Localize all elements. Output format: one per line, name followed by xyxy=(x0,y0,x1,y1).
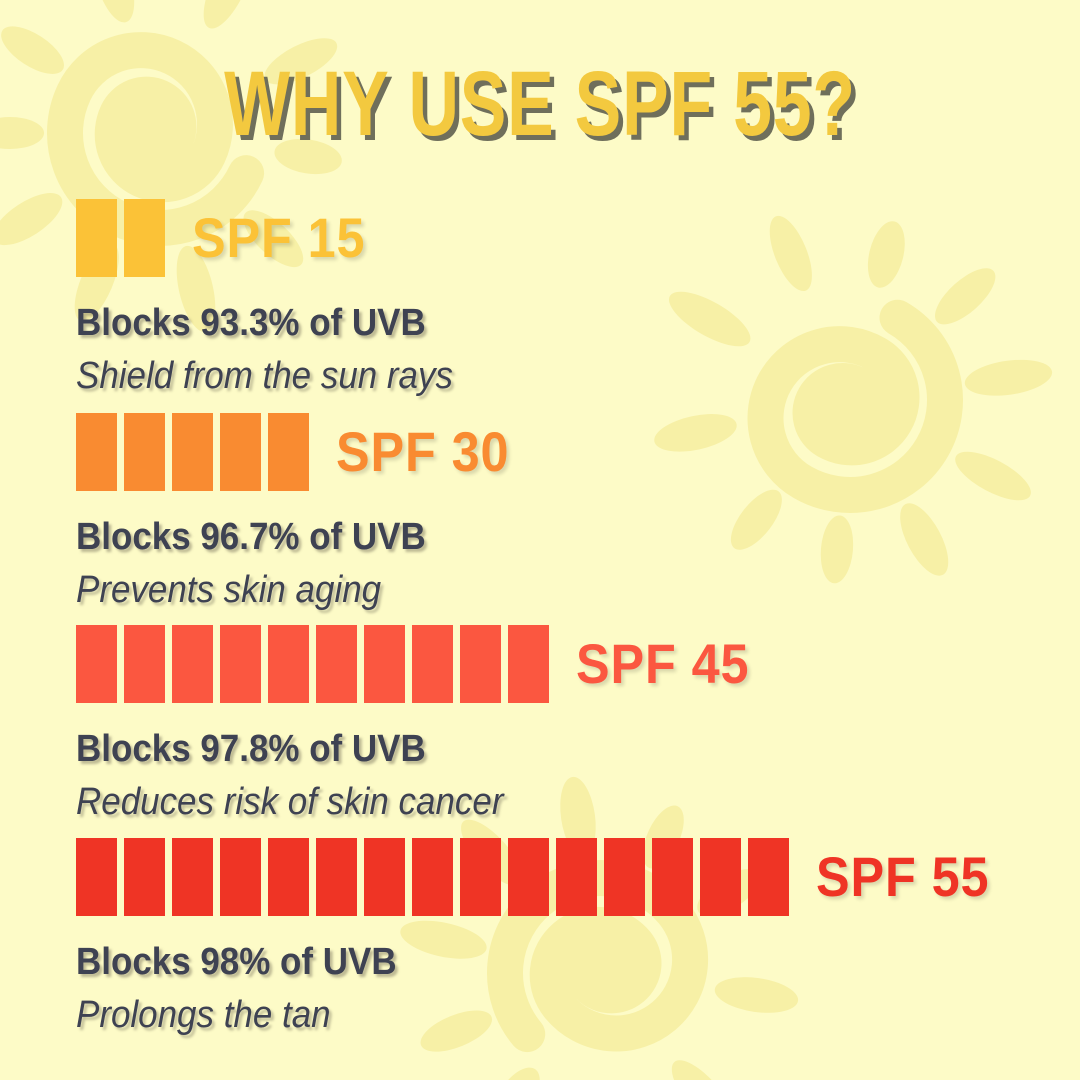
spf15-bar-row: SPF 15 xyxy=(76,199,486,277)
spf15-bar-blocks xyxy=(76,199,165,277)
bar-block xyxy=(748,838,789,916)
spf55-section: SPF 55 Blocks 98% of UVB Prolongs the ta… xyxy=(76,838,1009,1038)
bar-block xyxy=(124,413,165,491)
bar-block xyxy=(172,625,213,703)
bar-block xyxy=(124,838,165,916)
bar-block xyxy=(124,199,165,277)
bar-block xyxy=(268,413,309,491)
bar-block xyxy=(604,838,645,916)
spf45-uvb-blocked-text: Blocks 97.8% of UVB xyxy=(76,728,426,770)
spf15-section: SPF 15 Blocks 93.3% of UVB Shield from t… xyxy=(76,199,486,399)
bar-block xyxy=(460,838,501,916)
bar-block xyxy=(76,199,117,277)
spf15-label: SPF 15 xyxy=(192,206,366,269)
bar-block xyxy=(556,838,597,916)
bar-block xyxy=(220,625,261,703)
page-title: WHY USE SPF 55? xyxy=(224,53,856,155)
spf45-section: SPF 45 Blocks 97.8% of UVB Reduces risk … xyxy=(76,625,769,825)
bar-block xyxy=(76,625,117,703)
spf55-benefit-text: Prolongs the tan xyxy=(76,993,331,1036)
spf45-bar-row: SPF 45 xyxy=(76,625,769,703)
spf55-bar-blocks xyxy=(76,838,789,916)
bar-block xyxy=(364,625,405,703)
bar-block xyxy=(652,838,693,916)
spf55-bar-row: SPF 55 xyxy=(76,838,1009,916)
bar-block xyxy=(364,838,405,916)
bar-block xyxy=(460,625,501,703)
bar-block xyxy=(508,838,549,916)
bar-block xyxy=(412,625,453,703)
bar-block xyxy=(508,625,549,703)
spf15-uvb-blocked-text: Blocks 93.3% of UVB xyxy=(76,302,426,344)
spf15-benefit-text: Shield from the sun rays xyxy=(76,354,453,397)
spf45-label: SPF 45 xyxy=(576,632,750,695)
bar-block xyxy=(172,413,213,491)
bar-block xyxy=(76,413,117,491)
bar-block xyxy=(412,838,453,916)
spf30-uvb-blocked-text: Blocks 96.7% of UVB xyxy=(76,516,426,558)
sun-swirl-decoration-top-right xyxy=(654,215,1053,584)
spf30-benefit-text: Prevents skin aging xyxy=(76,568,382,611)
bar-block xyxy=(316,625,357,703)
bar-block xyxy=(220,413,261,491)
spf30-bar-blocks xyxy=(76,413,309,491)
bar-block xyxy=(316,838,357,916)
spf55-uvb-blocked-text: Blocks 98% of UVB xyxy=(76,941,397,983)
bar-block xyxy=(172,838,213,916)
bar-block xyxy=(76,838,117,916)
bar-block xyxy=(268,625,309,703)
spf45-bar-blocks xyxy=(76,625,549,703)
spf30-label: SPF 30 xyxy=(336,420,510,483)
bar-block xyxy=(220,838,261,916)
spf55-label: SPF 55 xyxy=(816,845,990,908)
spf45-benefit-text: Reduces risk of skin cancer xyxy=(76,780,504,823)
bar-block xyxy=(700,838,741,916)
bar-block xyxy=(124,625,165,703)
bar-block xyxy=(268,838,309,916)
spf30-section: SPF 30 Blocks 96.7% of UVB Prevents skin… xyxy=(76,413,529,613)
spf30-bar-row: SPF 30 xyxy=(76,413,529,491)
